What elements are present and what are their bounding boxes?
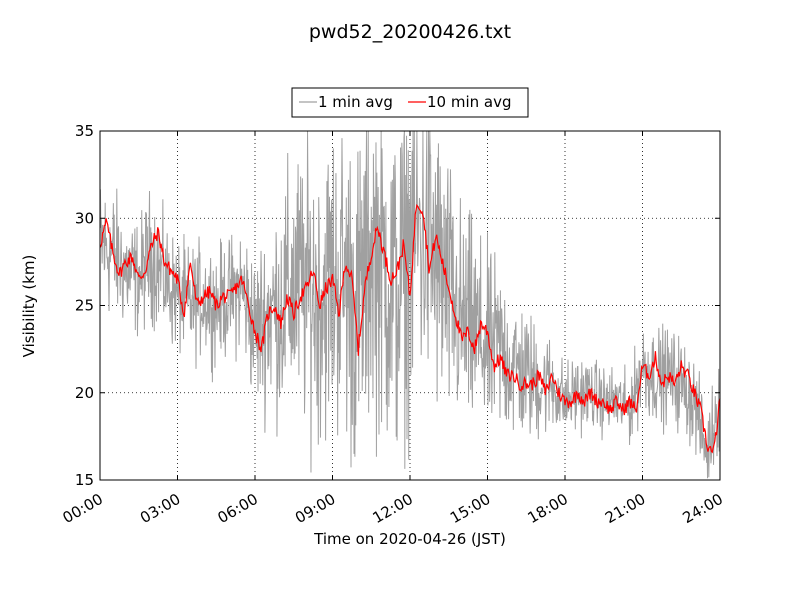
y-tick-label: 35 xyxy=(75,122,94,140)
line-10min-avg xyxy=(99,203,721,454)
legend: 1 min avg 10 min avg xyxy=(291,87,529,118)
series-10min-avg xyxy=(99,203,721,454)
legend-label-10min: 10 min avg xyxy=(427,93,512,111)
x-axis-label: Time on 2020-04-26 (JST) xyxy=(313,530,506,548)
legend-label-1min: 1 min avg xyxy=(318,93,393,111)
y-axis-label: Visibility (km) xyxy=(20,255,38,358)
chart-title: pwd52_20200426.txt xyxy=(309,21,511,43)
y-tick-label: 30 xyxy=(75,209,94,227)
y-tick-label: 20 xyxy=(75,384,94,402)
y-tick-label: 15 xyxy=(75,471,94,489)
y-tick-label: 25 xyxy=(75,297,94,315)
line-1min-avg xyxy=(99,130,721,479)
series-1min-avg xyxy=(99,130,721,479)
